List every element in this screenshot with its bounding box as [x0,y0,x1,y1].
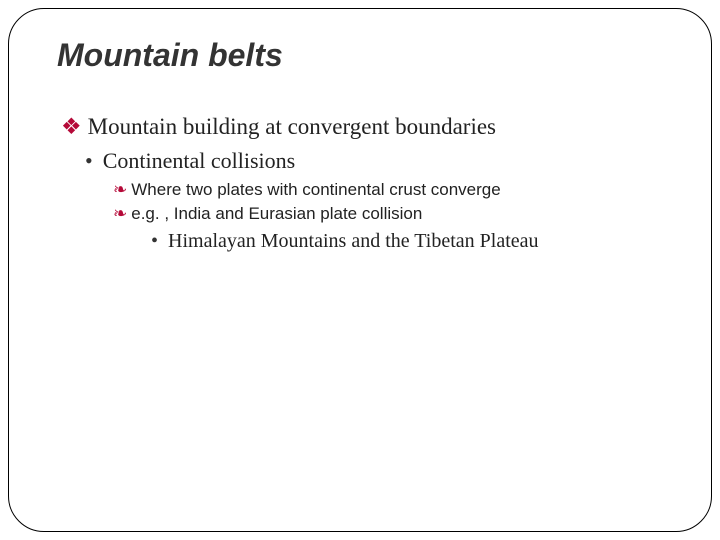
diamond-bullet-icon: ❖ [61,114,82,140]
leaf-bullet-icon: ❧ [113,180,127,200]
list-item-level3: ❧ e.g. , India and Eurasian plate collis… [113,204,671,224]
list-item-level4: • Himalayan Mountains and the Tibetan Pl… [151,230,671,253]
level1-text: Mountain building at convergent boundari… [88,114,496,140]
level3-text: e.g. , India and Eurasian plate collisio… [131,204,422,224]
level4-text: Himalayan Mountains and the Tibetan Plat… [168,230,539,253]
level2-text: Continental collisions [103,148,296,174]
dot-bullet-icon: • [151,230,158,253]
leaf-bullet-icon: ❧ [113,204,127,224]
list-item-level2: • Continental collisions [85,148,671,174]
level3-text: Where two plates with continental crust … [131,180,500,200]
list-item-level1: ❖ Mountain building at convergent bounda… [61,114,671,140]
slide-title: Mountain belts [57,37,671,74]
slide-frame: Mountain belts ❖ Mountain building at co… [8,8,712,532]
list-item-level3: ❧ Where two plates with continental crus… [113,180,671,200]
dot-bullet-icon: • [85,148,93,174]
